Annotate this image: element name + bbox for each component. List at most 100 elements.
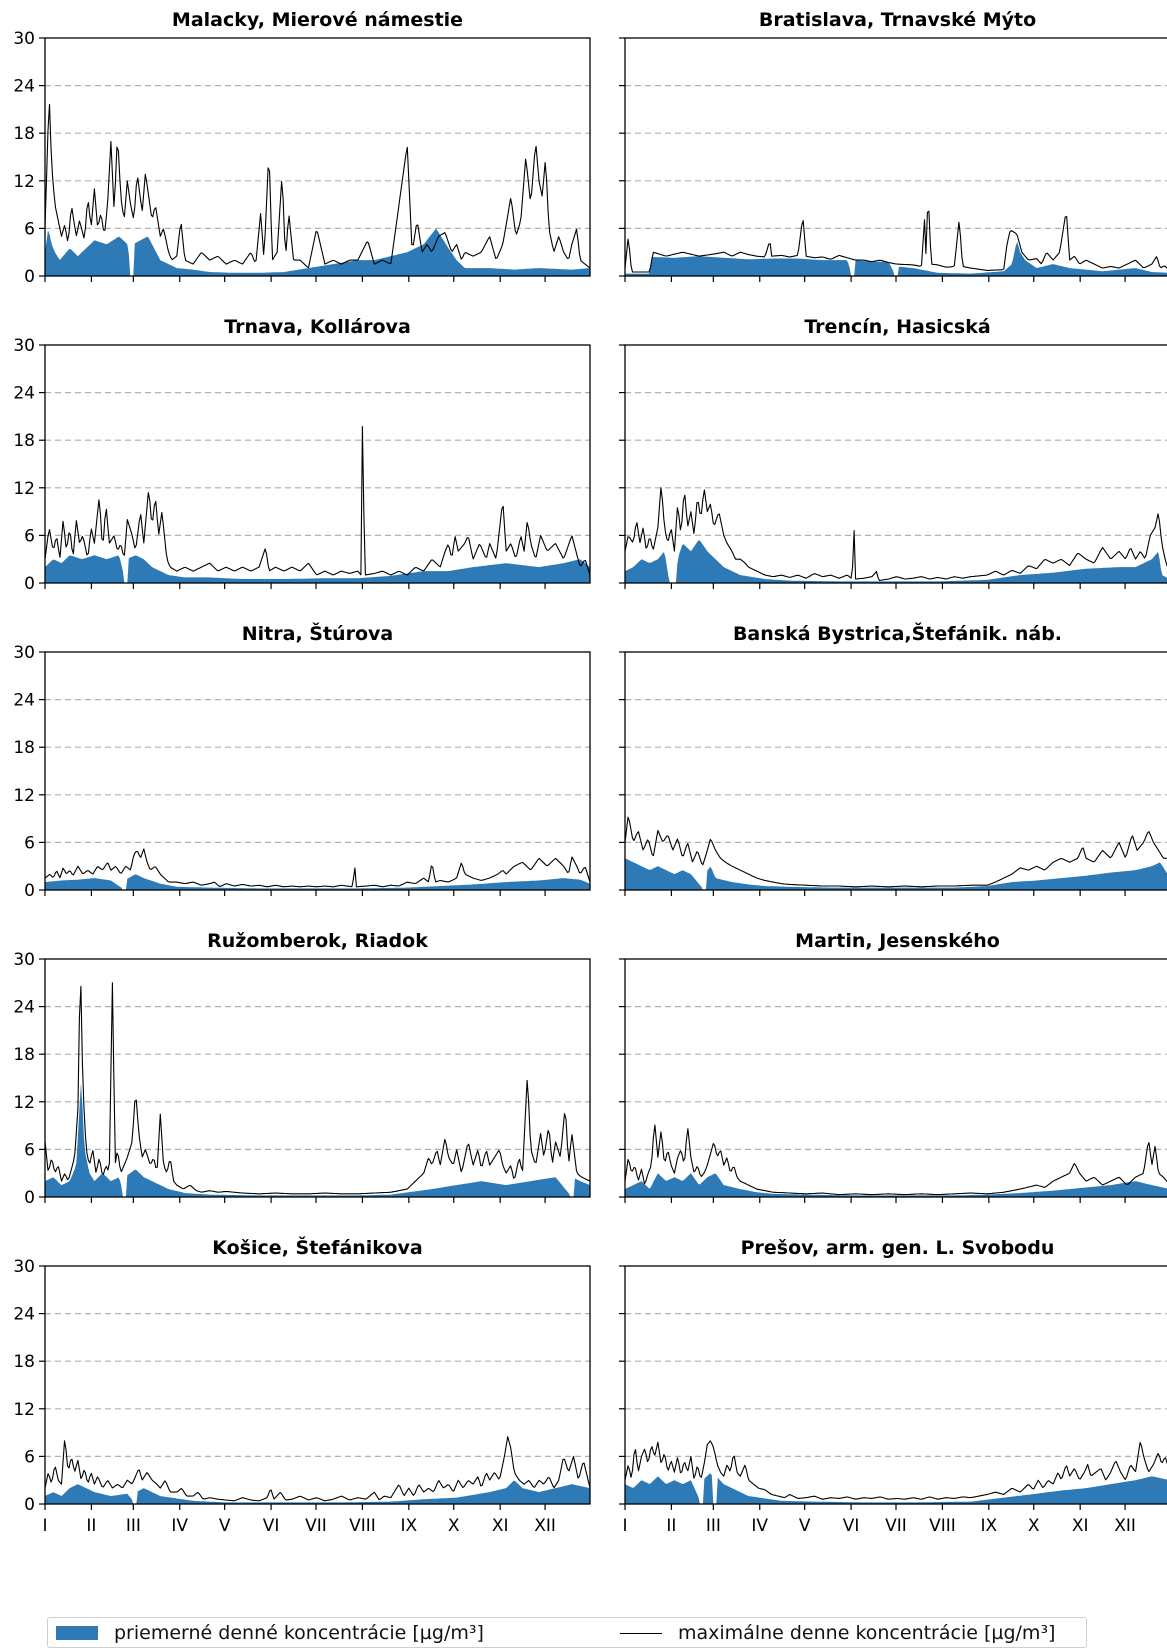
chart-title: Trnava, Kollárova <box>224 316 411 338</box>
y-tick-label: 24 <box>13 998 35 1018</box>
y-tick-label: 18 <box>13 1352 35 1372</box>
y-tick-label: 12 <box>13 1400 35 1420</box>
plot-frame <box>624 1265 1167 1505</box>
chart-title: Ružomberok, Riadok <box>207 930 428 952</box>
y-tick-label: 18 <box>13 1045 35 1065</box>
chart-title: Bratislava, Trnavské Mýto <box>759 9 1036 31</box>
x-tick-label: VIII <box>349 1516 376 1536</box>
plot-frame <box>44 958 591 1198</box>
x-tick-label: IV <box>171 1516 188 1536</box>
y-tick-label: 12 <box>13 479 35 499</box>
mean-area <box>45 1083 590 1197</box>
x-tick-label: X <box>448 1516 460 1536</box>
max-line <box>624 1124 1167 1196</box>
legend: priemerné denné koncentrácie [µg/m³] max… <box>47 1617 1087 1648</box>
y-tick-label: 6 <box>24 833 35 853</box>
plot-frame <box>624 958 1167 1198</box>
chart-title: Martin, Jesenského <box>795 930 1000 952</box>
max-line <box>44 103 591 269</box>
mean-area <box>625 241 1167 276</box>
x-tick-label: VII <box>885 1516 907 1536</box>
y-tick-label: 24 <box>13 691 35 711</box>
y-tick-label: 0 <box>24 881 35 901</box>
x-tick-label: VIII <box>929 1516 956 1536</box>
y-tick-label: 30 <box>13 950 35 970</box>
legend-label-mean: priemerné denné koncentrácie [µg/m³] <box>114 1622 484 1644</box>
chart-panel-5: 0 6 12 18 24 30 Nitra, Štúrova <box>13 621 591 901</box>
chart-panel-1: 0 6 12 18 24 30 Malacky, Mierové námestie <box>13 9 591 287</box>
chart-panel-6: Banská Bystrica,Štefánik. náb. <box>619 621 1167 896</box>
y-tick-label: 6 <box>24 526 35 546</box>
plot-frame <box>44 651 591 891</box>
x-tick-label: XI <box>492 1516 509 1536</box>
max-line <box>624 816 1167 888</box>
mean-area <box>45 228 590 276</box>
y-tick-label: 0 <box>24 267 35 287</box>
y-tick-label: 30 <box>13 336 35 356</box>
chart-title: Košice, Štefánikova <box>212 1235 422 1259</box>
x-tick-label: IX <box>400 1516 417 1536</box>
y-tick-label: 18 <box>13 738 35 758</box>
plot-frame <box>624 344 1167 584</box>
x-tick-label: XI <box>1072 1516 1089 1536</box>
max-line <box>624 1440 1167 1500</box>
mean-area <box>45 1480 590 1504</box>
chart-title: Banská Bystrica,Štefánik. náb. <box>733 621 1062 645</box>
mean-area <box>625 540 1167 583</box>
max-line <box>624 210 1167 273</box>
chart-panel-4: Trencín, Hasicská <box>619 316 1167 589</box>
plot-frame <box>44 344 591 584</box>
chart-title: Nitra, Štúrova <box>242 621 393 645</box>
x-tick-label: V <box>219 1516 231 1536</box>
mean-area <box>625 858 1167 890</box>
x-tick-label: XII <box>534 1516 556 1536</box>
mean-area <box>625 1173 1167 1197</box>
y-tick-label: 24 <box>13 384 35 404</box>
max-line <box>44 425 591 576</box>
legend-label-max: maximálne denne koncentrácie [µg/m³] <box>678 1622 1056 1644</box>
x-tick-label: III <box>706 1516 721 1536</box>
y-tick-label: 0 <box>24 574 35 594</box>
max-line <box>44 1436 591 1502</box>
x-tick-label: VI <box>843 1516 860 1536</box>
chart-title: Prešov, arm. gen. L. Svobodu <box>741 1237 1055 1259</box>
x-tick-label: I <box>622 1516 627 1536</box>
x-tick-label: X <box>1028 1516 1040 1536</box>
y-tick-label: 24 <box>13 77 35 97</box>
x-tick-label: IV <box>751 1516 768 1536</box>
x-tick-label: III <box>126 1516 141 1536</box>
y-tick-label: 18 <box>13 431 35 451</box>
max-line <box>624 487 1167 582</box>
chart-panel-3: 0 6 12 18 24 30 Trnava, Kollárova <box>13 316 591 594</box>
chart-panel-7: 0 6 12 18 24 30 Ružomberok, Riadok <box>13 930 591 1208</box>
y-tick-label: 24 <box>13 1305 35 1325</box>
chart-title: Trencín, Hasicská <box>804 316 990 338</box>
x-tick-label: II <box>666 1516 676 1536</box>
x-tick-label: VII <box>305 1516 327 1536</box>
y-tick-label: 0 <box>24 1495 35 1515</box>
chart-title: Malacky, Mierové námestie <box>172 9 463 31</box>
legend-item-mean: priemerné denné koncentrácie [µg/m³] <box>56 1622 484 1644</box>
x-tick-label: IX <box>980 1516 997 1536</box>
y-tick-label: 12 <box>13 786 35 806</box>
y-tick-label: 0 <box>24 1188 35 1208</box>
legend-swatch-mean <box>56 1626 98 1640</box>
x-tick-label: VI <box>263 1516 280 1536</box>
chart-panel-8: Martin, Jesenského <box>619 930 1167 1203</box>
y-tick-label: 30 <box>13 1257 35 1277</box>
plot-frame <box>44 37 591 277</box>
y-tick-label: 30 <box>13 29 35 49</box>
plot-frame <box>44 1265 591 1505</box>
max-line <box>44 982 591 1195</box>
legend-line-max <box>620 1632 662 1634</box>
plot-frame <box>624 651 1167 891</box>
y-tick-label: 6 <box>24 1140 35 1160</box>
plot-frame <box>624 37 1167 277</box>
max-line <box>44 848 591 888</box>
x-tick-label: XII <box>1114 1516 1136 1536</box>
y-tick-label: 12 <box>13 172 35 192</box>
mean-area <box>625 1473 1167 1504</box>
mean-area <box>45 874 590 890</box>
